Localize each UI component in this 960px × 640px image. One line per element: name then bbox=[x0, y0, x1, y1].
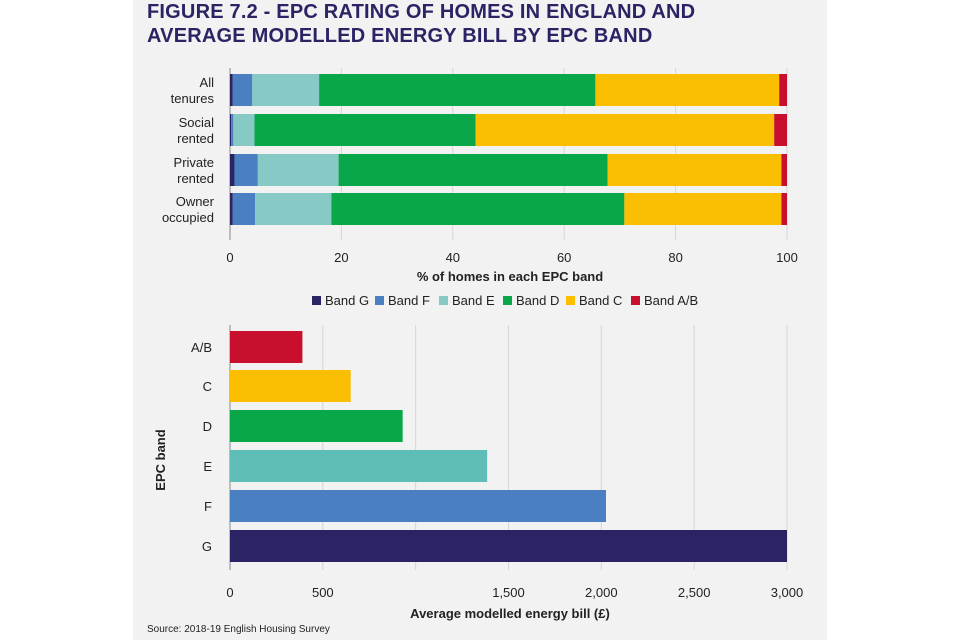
legend-label: Band D bbox=[516, 293, 559, 308]
x-tick-label: 20 bbox=[334, 250, 348, 265]
bar-segment bbox=[595, 74, 780, 106]
legend-swatch bbox=[375, 296, 384, 305]
figure-title: FIGURE 7.2 - EPC RATING OF HOMES IN ENGL… bbox=[147, 0, 827, 48]
x-tick-label: 500 bbox=[312, 585, 334, 600]
bar-segment bbox=[252, 74, 320, 106]
bar bbox=[230, 410, 403, 442]
bar bbox=[230, 490, 606, 522]
x-tick-label: 3,000 bbox=[771, 585, 804, 600]
bar-segment bbox=[230, 74, 233, 106]
title-line-1: FIGURE 7.2 - EPC RATING OF HOMES IN ENGL… bbox=[147, 1, 696, 23]
bar-segment bbox=[230, 154, 235, 186]
legend-label: Band G bbox=[325, 293, 369, 308]
x-tick-label: 2,000 bbox=[585, 585, 618, 600]
bar-segment bbox=[255, 193, 332, 225]
bar-segment bbox=[319, 74, 596, 106]
chart-legend: Band G Band F Band E Band D Band C Band A/B bbox=[312, 293, 698, 308]
bar-segment bbox=[231, 114, 234, 146]
bar-segment bbox=[774, 114, 787, 146]
category-label: F bbox=[204, 499, 212, 514]
bar-segment bbox=[781, 193, 787, 225]
category-label: Private bbox=[174, 155, 214, 170]
category-label: C bbox=[203, 379, 212, 394]
title-line-2: AVERAGE MODELLED ENERGY BILL BY EPC BAND bbox=[147, 25, 653, 47]
category-label: rented bbox=[177, 171, 214, 186]
bar-segment bbox=[230, 193, 233, 225]
category-label: occupied bbox=[162, 210, 214, 225]
bar bbox=[230, 331, 303, 363]
category-label: All bbox=[200, 75, 215, 90]
legend-swatch bbox=[312, 296, 321, 305]
x-tick-label: 40 bbox=[446, 250, 460, 265]
bar-segment bbox=[257, 154, 339, 186]
legend-swatch bbox=[439, 296, 448, 305]
category-label: D bbox=[203, 419, 212, 434]
bar bbox=[230, 530, 787, 562]
bar-segment bbox=[779, 74, 787, 106]
energy-bill-bar-chart: 0 500 1,500 2,000 2,500 3,000 A/B C D E F G Average … bbox=[153, 325, 803, 621]
bar-segment bbox=[232, 193, 256, 225]
x-tick-label: 2,500 bbox=[678, 585, 711, 600]
bar-segment bbox=[232, 74, 253, 106]
legend-label: Band C bbox=[579, 293, 622, 308]
bar-segment bbox=[230, 114, 232, 146]
category-label: rented bbox=[177, 131, 214, 146]
legend-swatch bbox=[566, 296, 575, 305]
category-label: E bbox=[203, 459, 212, 474]
legend-label: Band A/B bbox=[644, 293, 698, 308]
category-label: Owner bbox=[176, 194, 215, 209]
bar-segment bbox=[624, 193, 782, 225]
bar-segment bbox=[254, 114, 476, 146]
source-note: Source: 2018-19 English Housing Survey bbox=[147, 624, 330, 635]
x-tick-label: 80 bbox=[668, 250, 682, 265]
bar-segment bbox=[607, 154, 782, 186]
bar bbox=[230, 370, 351, 402]
y-axis-label: EPC band bbox=[153, 429, 168, 490]
category-label: A/B bbox=[191, 340, 212, 355]
x-tick-label: 60 bbox=[557, 250, 571, 265]
bar-segment bbox=[475, 114, 775, 146]
bar bbox=[230, 450, 488, 482]
x-tick-label: 100 bbox=[776, 250, 798, 265]
legend-label: Band F bbox=[388, 293, 430, 308]
legend-swatch bbox=[503, 296, 512, 305]
category-label: G bbox=[202, 539, 212, 554]
bar-segment bbox=[233, 114, 255, 146]
stacked-bar-chart: 0 20 40 60 80 100AlltenuresSocialrentedPrivat… bbox=[162, 68, 798, 284]
legend-swatch bbox=[631, 296, 640, 305]
bar-segment bbox=[234, 154, 258, 186]
x-tick-label: 1,500 bbox=[492, 585, 525, 600]
category-label: Social bbox=[179, 115, 215, 130]
category-label: tenures bbox=[171, 91, 215, 106]
legend-label: Band E bbox=[452, 293, 495, 308]
bar-segment bbox=[781, 154, 787, 186]
x-axis-label: % of homes in each EPC band bbox=[417, 269, 603, 284]
x-tick-label: 0 bbox=[226, 585, 233, 600]
bar-segment bbox=[338, 154, 608, 186]
bar-segment bbox=[331, 193, 625, 225]
x-axis-label: Average modelled energy bill (£) bbox=[410, 606, 610, 621]
x-tick-label: 0 bbox=[226, 250, 233, 265]
